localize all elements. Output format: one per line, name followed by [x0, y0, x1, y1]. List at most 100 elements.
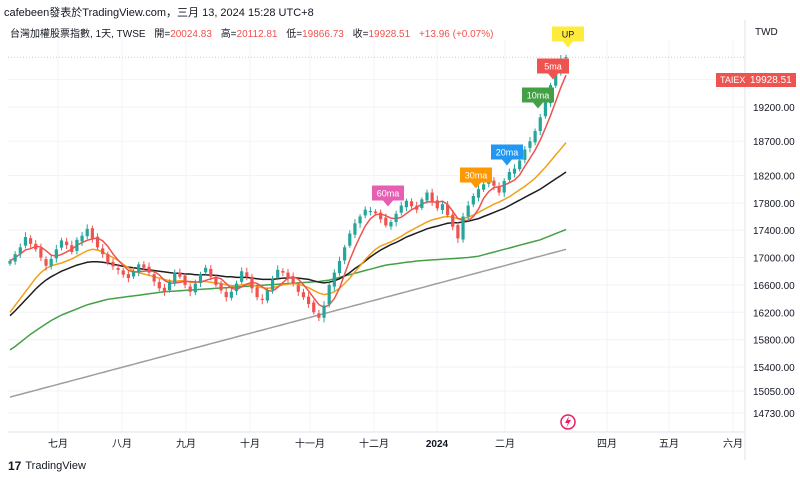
annotation-label: 10ma	[527, 91, 550, 101]
candle-body	[409, 201, 414, 207]
annotation-pointer	[563, 41, 573, 48]
annotation-box	[372, 185, 404, 201]
candle-body	[126, 274, 131, 279]
candle-body	[415, 205, 419, 210]
candle-body	[193, 283, 197, 293]
candle-body	[487, 182, 491, 184]
candle-body	[265, 290, 270, 301]
y-tick-label: 19200.00	[753, 103, 795, 114]
x-tick-label: 九月	[176, 438, 196, 450]
y-tick-label: 16600.00	[753, 281, 795, 292]
annotation-label: 30ma	[465, 171, 488, 181]
high-value: 20112.81	[236, 29, 278, 40]
candle-body	[281, 270, 285, 273]
candle-body	[106, 254, 110, 264]
candle-body	[348, 233, 352, 246]
candle-body	[343, 247, 347, 261]
candle-body	[528, 141, 532, 148]
candle-body	[327, 284, 331, 305]
candle-body	[234, 283, 239, 292]
candle-body	[301, 292, 306, 298]
candle-body	[178, 272, 182, 277]
tradingview-brand: 17 TradingView	[8, 459, 86, 473]
candle-body	[399, 205, 403, 213]
candle-body	[54, 249, 58, 259]
x-tick-label: 二月	[495, 438, 515, 450]
y-tick-label: 15050.00	[753, 387, 795, 398]
candle-body	[111, 261, 115, 267]
candle-body	[317, 313, 321, 318]
x-tick-label: 七月	[48, 438, 68, 450]
candle-body	[95, 236, 100, 248]
symbol-label: 台灣加權股票指數, 1天, TWSE	[10, 29, 146, 40]
price-tag-symbol: TAIEX	[720, 75, 745, 85]
candle-body	[306, 296, 311, 305]
candle-body	[224, 292, 228, 298]
y-tick-label: 15800.00	[753, 336, 795, 347]
ma-black-line	[9, 171, 567, 317]
y-tick-label: 17400.00	[753, 226, 795, 237]
annotation-pointer	[548, 73, 558, 80]
candle-body	[183, 275, 187, 285]
y-tick-label: 18700.00	[753, 137, 795, 148]
candle-body	[476, 189, 481, 198]
annotation-pointer	[502, 159, 512, 166]
candle-body	[384, 217, 388, 226]
candle-body	[497, 186, 501, 193]
candle-body	[198, 273, 203, 283]
candle-body	[229, 291, 233, 298]
candle-body	[523, 149, 527, 160]
x-tick-label: 五月	[659, 438, 679, 450]
low-label: 低=	[286, 29, 303, 40]
price-tag-value: 19928.51	[750, 75, 792, 86]
candle-body	[312, 302, 316, 313]
chart-header: cafebeen發表於TradingView.com，三月 13, 2024 1…	[4, 7, 314, 19]
candle-body	[28, 238, 33, 244]
ohlc-legend: 台灣加權股票指數, 1天, TWSE 開=20024.83 高=20112.81…	[10, 25, 493, 40]
open-label: 開=	[154, 29, 171, 40]
annotation-box	[460, 167, 492, 183]
candle-body	[59, 240, 64, 248]
candle-body	[157, 282, 161, 289]
tradingview-logo-icon: 17	[8, 459, 22, 473]
candle-body	[430, 192, 434, 202]
annotation-box	[522, 87, 554, 103]
candle-body	[131, 271, 136, 277]
price-axis[interactable]	[747, 20, 800, 460]
candles	[8, 54, 568, 323]
candle-body	[255, 287, 259, 298]
candle-body	[162, 287, 167, 292]
candle-body	[116, 268, 120, 270]
candle-body	[543, 101, 548, 117]
low-value: 19866.73	[302, 29, 344, 40]
candle-body	[85, 228, 89, 237]
candle-body	[389, 221, 393, 227]
candle-body	[353, 223, 357, 235]
candle-body	[471, 195, 475, 205]
price-tag-value-bg	[746, 73, 796, 87]
brand-text: TradingView	[25, 460, 86, 472]
candle-body	[466, 205, 470, 217]
y-tick-label: 16200.00	[753, 308, 795, 319]
candle-body	[332, 272, 336, 287]
x-tick-label: 六月	[723, 438, 743, 450]
candle-body	[260, 298, 264, 300]
change-value: +13.96 (+0.07%)	[418, 29, 494, 40]
candle-body	[137, 264, 141, 273]
candle-body	[492, 180, 496, 186]
candle-body	[152, 274, 156, 282]
y-tick-label: 15400.00	[753, 363, 795, 374]
x-axis-ticks: 七月 八月 九月 十月 十一月 十二月 2024 二月 四月 五月 六月	[48, 437, 743, 450]
candle-body	[286, 272, 290, 279]
y-tick-label: 17800.00	[753, 199, 795, 210]
candle-body	[13, 254, 17, 262]
candle-body	[44, 259, 48, 266]
price-tag-symbol-bg	[716, 73, 746, 87]
lightning-icon[interactable]	[560, 414, 576, 430]
y-tick-label: 14730.00	[753, 409, 795, 420]
candle-body	[65, 241, 69, 246]
candle-body	[451, 214, 455, 227]
annotation-box	[552, 26, 584, 42]
candle-body	[209, 268, 213, 277]
